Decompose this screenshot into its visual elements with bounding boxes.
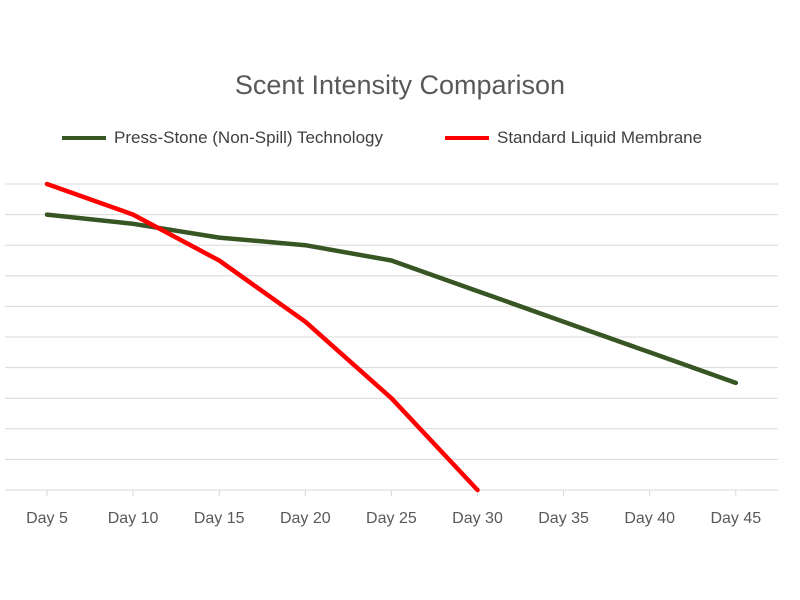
x-tick-label: Day 40 xyxy=(624,510,675,527)
x-tick-label: Day 15 xyxy=(194,510,245,527)
legend-swatch-press-stone xyxy=(62,136,106,140)
data-point xyxy=(475,488,480,492)
data-point xyxy=(45,212,49,217)
legend-item-standard-liquid: Standard Liquid Membrane xyxy=(445,128,702,148)
legend-label-standard-liquid: Standard Liquid Membrane xyxy=(497,128,703,147)
x-tick-label: Day 30 xyxy=(452,510,503,527)
x-tick-label: Day 35 xyxy=(538,510,589,527)
legend-item-press-stone: Press-Stone (Non-Spill) Technology xyxy=(62,128,383,148)
data-point xyxy=(45,182,49,186)
data-point xyxy=(303,319,308,324)
data-point xyxy=(389,258,394,263)
data-point xyxy=(131,221,136,226)
data-point xyxy=(647,350,652,355)
data-point xyxy=(733,380,738,385)
x-tick-label: Day 25 xyxy=(366,510,417,527)
data-point xyxy=(131,212,136,217)
legend-swatch-standard-liquid xyxy=(445,136,489,140)
legend: Press-Stone (Non-Spill) Technology Stand… xyxy=(0,128,800,152)
data-point xyxy=(217,258,222,263)
x-tick-label: Day 10 xyxy=(108,510,159,527)
data-point xyxy=(475,289,480,294)
data-point xyxy=(303,243,308,248)
x-tick-label: Day 20 xyxy=(280,510,331,527)
chart-title: Scent Intensity Comparison xyxy=(234,70,566,100)
series-line-standard-liquid xyxy=(44,181,480,493)
series-line-press-stone xyxy=(44,212,739,386)
data-point xyxy=(561,319,566,324)
legend-label-press-stone: Press-Stone (Non-Spill) Technology xyxy=(114,128,383,147)
data-point xyxy=(389,396,394,401)
data-point xyxy=(217,235,222,240)
x-tick-label: Day 45 xyxy=(710,510,761,527)
x-tick-label: Day 5 xyxy=(26,510,68,527)
